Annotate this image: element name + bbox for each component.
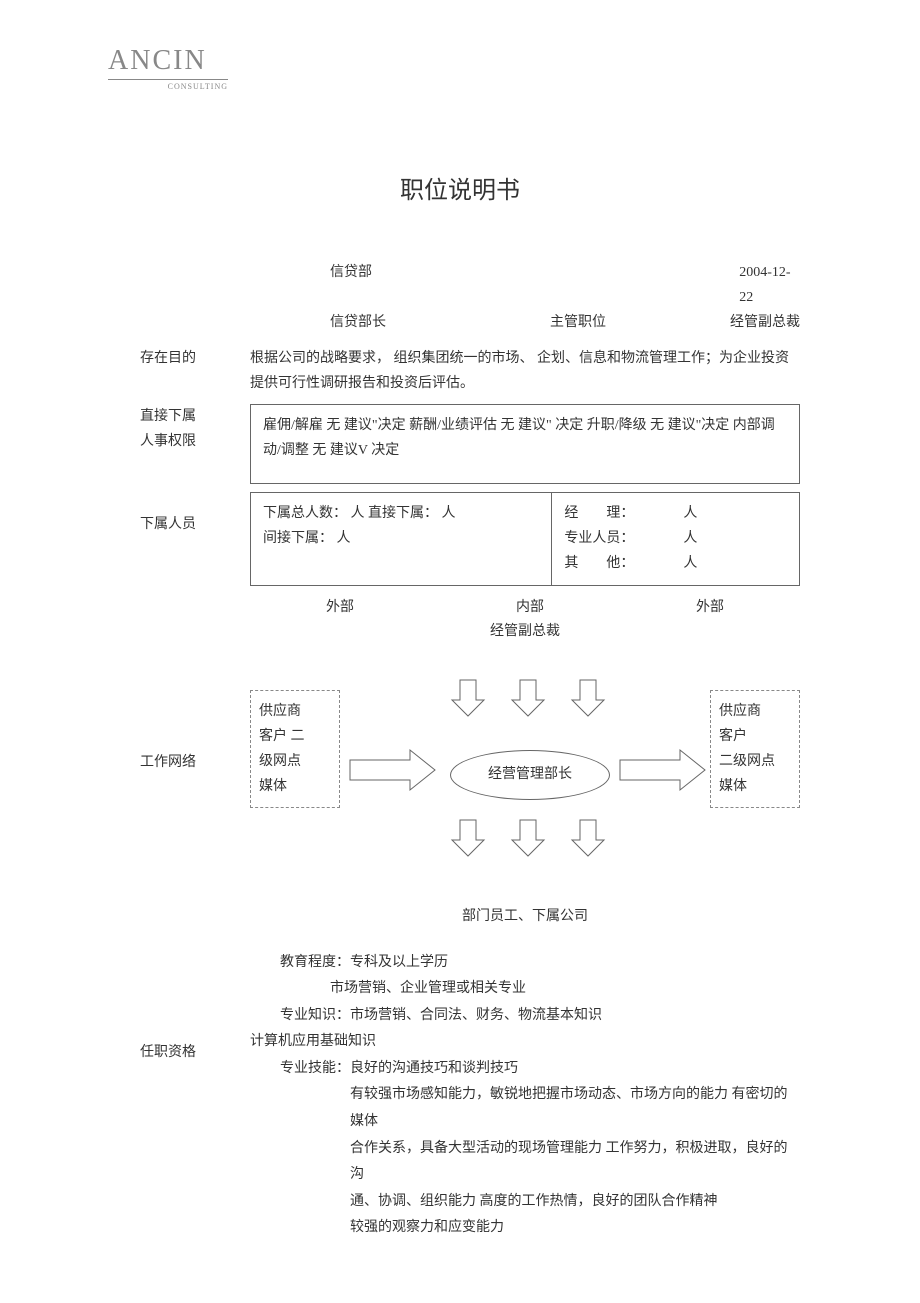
qualification-line: 有较强市场感知能力，敏锐地把握市场动态、市场方向的能力 有密切的媒体 <box>350 1082 800 1135</box>
qualification-line: 合作关系，具备大型活动的现场管理能力 工作努力，积极进取，良好的沟 <box>350 1136 800 1189</box>
logo-sub: CONSULTING <box>108 82 228 91</box>
network-label: 工作网络 <box>140 640 250 930</box>
right-box-3: 媒体 <box>719 774 791 799</box>
subordinates-box: 下属总人数： 人 直接下属： 人 间接下属： 人 经 理： 人 专业人员： 人 … <box>250 492 800 586</box>
right-box-1: 客户 <box>719 724 791 749</box>
net-col3: 外部 <box>630 596 790 616</box>
qualifications-section: 任职资格 教育程度：专科及以上学历市场营销、企业管理或相关专业专业知识：市场营销… <box>140 950 800 1243</box>
purpose-text: 根据公司的战略要求， 组织集团统一的市场、 企划、信息和物流管理工作；为企业投资… <box>250 346 800 396</box>
content-area: 信贷部 2004-12-22 信贷部长 主管职位 经管副总裁 存在目的 根据公司… <box>140 260 800 1250</box>
left-box-2: 级网点 <box>259 749 331 774</box>
qualification-line: 专业知识：市场营销、合同法、财务、物流基本知识 <box>280 1003 800 1030</box>
external-left-box: 供应商 客户 二 级网点 媒体 <box>250 690 340 809</box>
logo: ANCIN CONSULTING <box>108 45 228 91</box>
logo-main: ANCIN <box>108 45 228 77</box>
sub-left-1: 下属总人数： 人 直接下属： 人 <box>263 501 539 526</box>
qualification-line: 教育程度：专科及以上学历 <box>280 950 800 977</box>
subordinates-row: 下属人员 下属总人数： 人 直接下属： 人 间接下属： 人 经 理： 人 专业人… <box>140 492 800 586</box>
subordinates-right: 经 理： 人 专业人员： 人 其 他： 人 <box>552 493 799 585</box>
supervisor-value: 经管副总裁 <box>730 310 800 335</box>
subordinates-table: 下属总人数： 人 直接下属： 人 间接下属： 人 经 理： 人 专业人员： 人 … <box>250 492 800 586</box>
sub-left-2: 间接下属： 人 <box>263 526 539 551</box>
page-title: 职位说明书 <box>0 170 920 205</box>
authority-label2: 人事权限 <box>140 429 250 454</box>
date-value: 2004-12-22 <box>739 260 800 310</box>
right-box-2: 二级网点 <box>719 749 791 774</box>
qualifications-label: 任职资格 <box>140 950 250 1243</box>
network-row: 工作网络 供应商 客户 二 级网点 媒体 供应商 客户 二级网点 媒体 经营管理… <box>140 640 800 930</box>
purpose-label: 存在目的 <box>140 346 250 396</box>
authority-row: 直接下属 人事权限 雇佣/解雇 无 建议"决定 薪酬/业绩评估 无 建议" 决定… <box>140 404 800 484</box>
sub-right-1: 经 理： 人 <box>564 501 787 526</box>
supervisor-label: 主管职位 <box>550 310 730 335</box>
left-box-0: 供应商 <box>259 699 331 724</box>
qualification-line: 市场营销、企业管理或相关专业 <box>330 976 800 1003</box>
subordinates-left: 下属总人数： 人 直接下属： 人 间接下属： 人 <box>251 493 552 585</box>
network-headers: 外部 内部 外部 <box>250 596 800 616</box>
subordinates-label: 下属人员 <box>140 492 250 586</box>
left-box-3: 媒体 <box>259 774 331 799</box>
qualifications-content: 教育程度：专科及以上学历市场营销、企业管理或相关专业专业知识：市场营销、合同法、… <box>250 950 800 1243</box>
spacer <box>535 260 740 310</box>
authority-label: 直接下属 人事权限 <box>140 404 250 484</box>
header-info: 信贷部 2004-12-22 信贷部长 主管职位 经管副总裁 <box>330 260 800 336</box>
network-bottom: 部门员工、下属公司 <box>250 904 800 929</box>
center-oval: 经营管理部长 <box>450 750 610 800</box>
qualification-line: 通、协调、组织能力 高度的工作热情，良好的团队合作精神 <box>350 1189 800 1216</box>
qualification-line: 较强的观察力和应变能力 <box>350 1215 800 1242</box>
left-box-1: 客户 二 <box>259 724 331 749</box>
purpose-row: 存在目的 根据公司的战略要求， 组织集团统一的市场、 企划、信息和物流管理工作；… <box>140 346 800 396</box>
logo-divider <box>108 79 228 80</box>
qualification-line: 专业技能：良好的沟通技巧和谈判技巧 <box>280 1056 800 1083</box>
network-subheader: 经管副总裁 <box>250 620 800 640</box>
external-right-box: 供应商 客户 二级网点 媒体 <box>710 690 800 809</box>
sub-right-2: 专业人员： 人 <box>564 526 787 551</box>
network-diagram: 供应商 客户 二 级网点 媒体 供应商 客户 二级网点 媒体 经营管理部长 <box>250 650 800 930</box>
qualification-line: 计算机应用基础知识 <box>250 1029 800 1056</box>
sub-right-3: 其 他： 人 <box>564 551 787 576</box>
dept-value: 信贷部 <box>330 260 535 310</box>
authority-label1: 直接下属 <box>140 404 250 429</box>
net-col2: 内部 <box>430 596 630 616</box>
authority-box: 雇佣/解雇 无 建议"决定 薪酬/业绩评估 无 建议" 决定 升职/降级 无 建… <box>250 404 800 484</box>
authority-text: 雇佣/解雇 无 建议"决定 薪酬/业绩评估 无 建议" 决定 升职/降级 无 建… <box>250 404 800 484</box>
position-value: 信贷部长 <box>330 310 550 335</box>
net-col1: 外部 <box>250 596 430 616</box>
right-box-0: 供应商 <box>719 699 791 724</box>
network-section: 外部 内部 外部 经管副总裁 工作网络 供应商 客户 二 级网点 媒体 供应商 … <box>140 596 800 930</box>
